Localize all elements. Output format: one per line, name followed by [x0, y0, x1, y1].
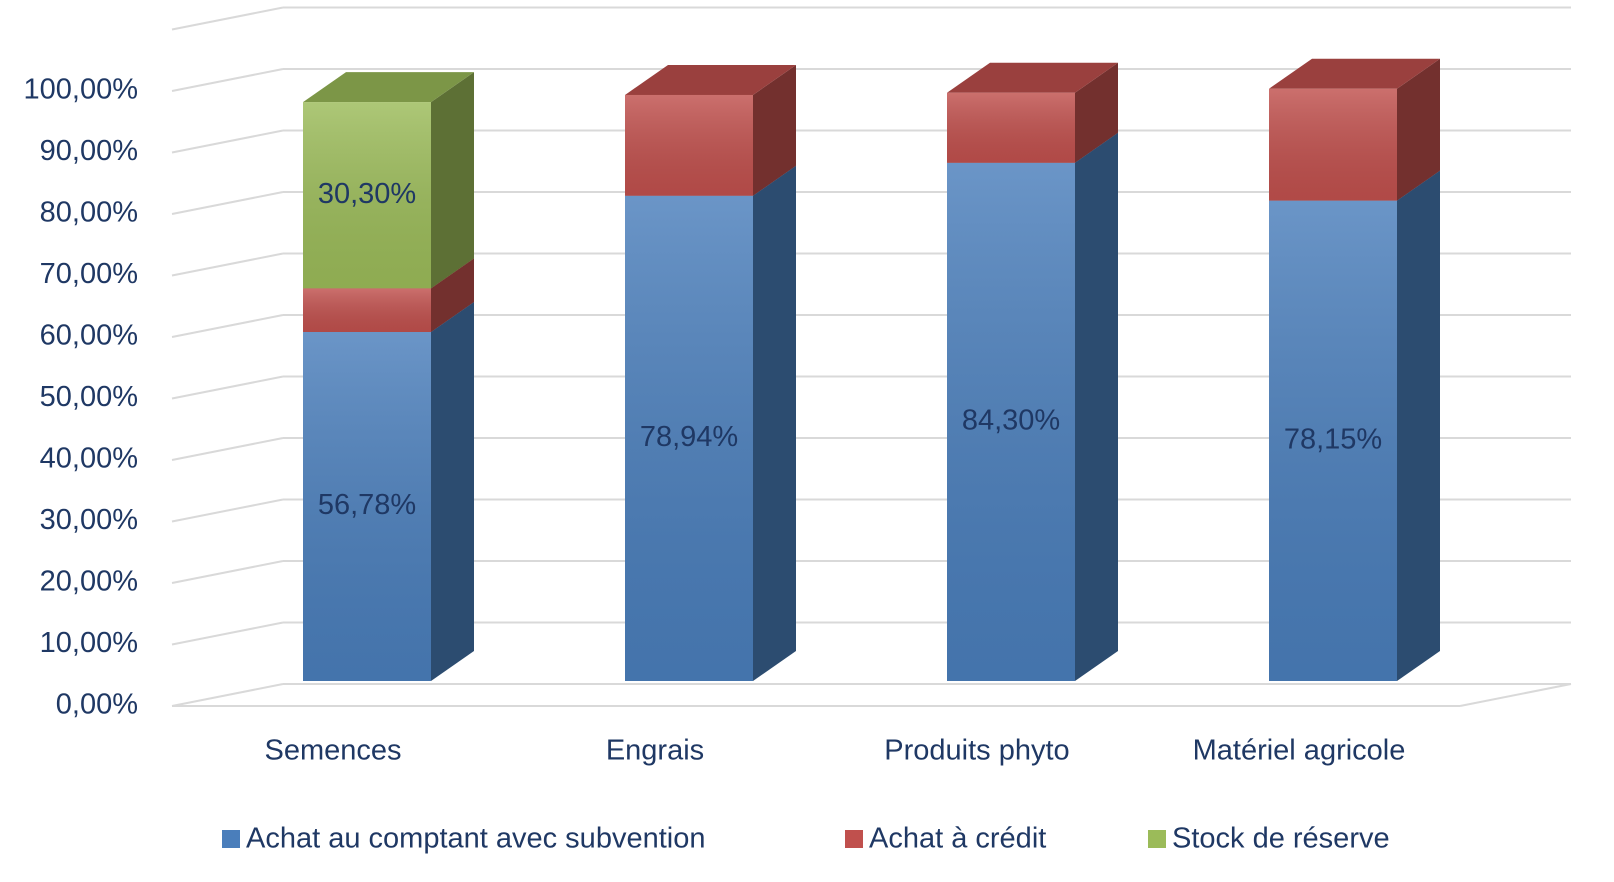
y-tick-label: 30,00% [40, 504, 138, 536]
y-tick-label: 40,00% [40, 443, 138, 475]
bar-shade [625, 195, 753, 682]
bar-shade [303, 331, 431, 681]
x-tick-label: Semences [264, 735, 401, 767]
y-tick-label: 10,00% [40, 627, 138, 659]
grid-line [171, 129, 284, 154]
legend-label: Achat au comptant avec subvention [246, 823, 705, 855]
legend-swatch [222, 830, 240, 848]
bar-side [753, 64, 796, 196]
bar-shade [303, 288, 431, 332]
y-tick-label: 70,00% [40, 258, 138, 290]
grid-line [171, 252, 284, 277]
grid-line [171, 683, 284, 707]
grid-line [171, 621, 284, 646]
floor-line [1459, 683, 1572, 707]
bar-shade [947, 162, 1075, 681]
grid-line [171, 498, 284, 523]
x-tick-label: Engrais [606, 735, 704, 767]
value-label: 56,78% [318, 489, 416, 521]
grid-line [171, 314, 284, 338]
bar-shade [303, 102, 431, 289]
bar-shade [1269, 88, 1397, 201]
x-tick-label: Matériel agricole [1193, 735, 1406, 767]
grid-line [171, 560, 284, 584]
bar-side [1075, 62, 1118, 163]
value-label: 84,30% [962, 405, 1060, 437]
bar-top [303, 72, 474, 103]
bar-shade [947, 92, 1075, 163]
grid-line [171, 437, 284, 461]
bar-top [625, 64, 796, 95]
bar-side [431, 301, 474, 681]
bar-shade [625, 94, 753, 196]
bar-side [1397, 58, 1440, 201]
legend-label: Achat à crédit [869, 823, 1046, 855]
value-label: 78,15% [1284, 423, 1382, 455]
value-label: 78,94% [640, 421, 738, 453]
legend-swatch [845, 830, 863, 848]
y-tick-label: 0,00% [56, 689, 138, 721]
x-tick-label: Produits phyto [884, 735, 1069, 767]
y-tick-label: 80,00% [40, 197, 138, 229]
bar-side [753, 165, 796, 682]
bar-side [1075, 132, 1118, 681]
y-tick-label: 20,00% [40, 566, 138, 598]
legend-label: Stock de réserve [1172, 823, 1390, 855]
grid-line [171, 191, 284, 215]
legend-swatch [1148, 830, 1166, 848]
y-tick-label: 50,00% [40, 381, 138, 413]
y-tick-label: 60,00% [40, 320, 138, 352]
bar-top [1269, 58, 1440, 89]
y-tick-label: 90,00% [40, 135, 138, 167]
value-label: 30,30% [318, 178, 416, 210]
bar-shade [1269, 200, 1397, 682]
bar-top [947, 62, 1118, 93]
y-tick-label: 100,00% [24, 74, 139, 106]
bar-side [431, 258, 474, 332]
wall-top [171, 6, 284, 31]
grid-line [171, 375, 284, 400]
bar-side [1397, 170, 1440, 682]
grid-line [171, 68, 284, 92]
bar-side [431, 72, 474, 289]
